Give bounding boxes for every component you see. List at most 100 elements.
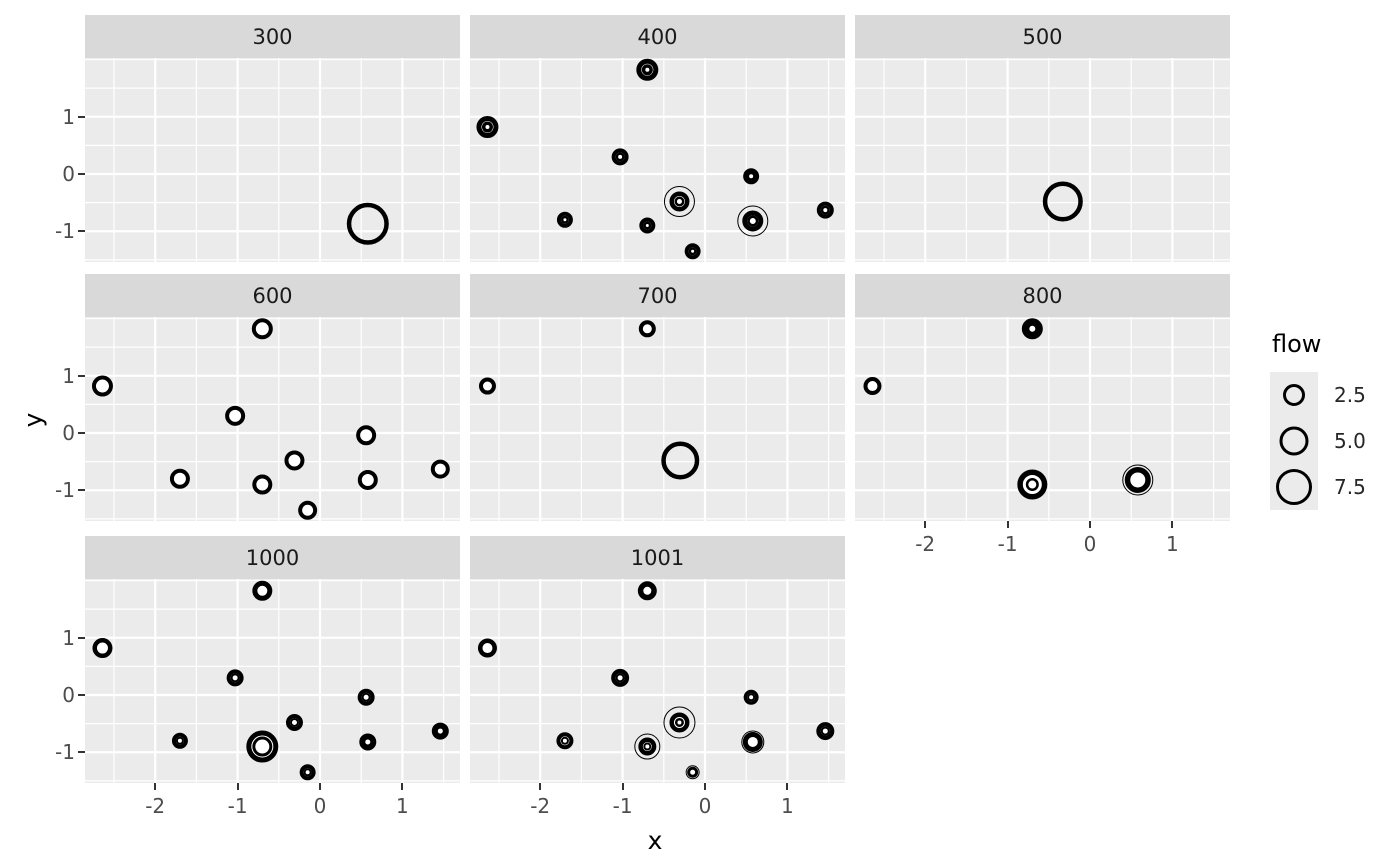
legend-circle (1276, 469, 1312, 505)
data-point (92, 638, 113, 659)
data-point (743, 689, 759, 705)
panel-background (470, 579, 845, 783)
y-tick-label: 1 (62, 363, 75, 388)
facet-strip-1001: 1001 (470, 536, 845, 579)
point-ring (91, 375, 113, 397)
y-tick-mark (78, 751, 85, 754)
point-ring (746, 171, 756, 181)
data-point (346, 202, 389, 245)
point-ring (361, 692, 371, 702)
data-point (284, 450, 305, 471)
point-ring (674, 196, 685, 207)
panel-background (85, 58, 460, 262)
point-ring (1025, 478, 1039, 492)
legend-label: 5.0 (1334, 429, 1366, 453)
legend-entry: 2.5 (1270, 372, 1366, 418)
point-ring (481, 121, 493, 133)
x-tick-label: 1 (1166, 532, 1179, 556)
data-point (91, 375, 113, 397)
y-tick-label: 1 (62, 104, 75, 129)
data-point (636, 58, 659, 81)
point-ring (560, 736, 569, 745)
facet-strip-label: 800 (1022, 283, 1063, 308)
legend-circle (1279, 426, 1309, 456)
point-ring (674, 717, 684, 727)
data-point (299, 764, 316, 781)
facet-panel-500 (855, 58, 1230, 262)
facet-panel-600 (85, 317, 460, 521)
y-tick-label: 1 (62, 625, 75, 650)
facet-panel-300 (85, 58, 460, 262)
panel-background (470, 317, 845, 521)
y-tick-mark (78, 432, 85, 434)
point-ring (643, 742, 652, 751)
x-tick-label: 0 (313, 794, 327, 818)
x-tick-mark (1006, 521, 1009, 528)
point-ring (637, 581, 657, 601)
point-ring (560, 215, 569, 224)
point-ring (741, 730, 765, 754)
point-ring (638, 320, 656, 338)
data-point (1122, 464, 1154, 496)
point-ring (615, 152, 625, 162)
data-point (226, 669, 244, 687)
point-ring (661, 441, 700, 480)
data-point (743, 168, 760, 185)
data-point (816, 201, 834, 219)
x-tick-mark (539, 783, 542, 790)
point-ring (478, 377, 496, 395)
y-tick-mark (78, 636, 85, 639)
point-ring (175, 736, 184, 745)
data-point (246, 730, 279, 763)
data-point (661, 441, 700, 480)
data-point (357, 688, 375, 706)
data-point (171, 732, 188, 749)
x-tick-mark (154, 783, 157, 790)
data-point (431, 722, 449, 740)
x-tick-label: -1 (612, 794, 633, 818)
facet-strip-label: 700 (637, 283, 678, 308)
y-tick-label: 0 (62, 683, 75, 707)
x-tick-mark (786, 783, 789, 790)
facet-strip-300: 300 (85, 15, 460, 58)
point-ring (747, 215, 759, 227)
data-point (611, 668, 630, 687)
legend-key (1270, 372, 1318, 418)
legend-key-icon (1279, 426, 1309, 456)
point-ring (357, 469, 378, 490)
legend-entries: 2.5 5.0 7.5 (1270, 372, 1366, 510)
x-tick-mark (621, 783, 624, 790)
data-point (611, 148, 629, 166)
point-ring (363, 737, 373, 747)
point-ring (863, 377, 882, 396)
facet-strip-label: 1000 (245, 545, 300, 570)
legend-label: 7.5 (1334, 475, 1366, 499)
data-point (357, 469, 378, 490)
point-ring (663, 706, 696, 739)
facet-strip-label: 400 (637, 24, 678, 49)
point-ring (477, 638, 497, 658)
point-ring (252, 736, 273, 757)
data-point (637, 581, 657, 601)
point-ring (687, 766, 699, 778)
x-tick-mark (924, 521, 927, 528)
data-point (251, 318, 273, 340)
x-tick-label: 0 (1083, 532, 1097, 556)
point-ring (251, 318, 273, 340)
facet-strip-label: 1001 (630, 545, 685, 570)
facet-strip-label: 500 (1022, 24, 1063, 49)
data-point (1021, 318, 1043, 340)
x-tick-label: 1 (396, 794, 409, 818)
y-tick-mark (78, 374, 85, 377)
point-ring (663, 185, 695, 217)
point-ring (252, 474, 273, 495)
data-point (663, 185, 695, 217)
facet-strip-1000: 1000 (85, 536, 460, 579)
facet-panel-1000 (85, 579, 460, 783)
facet-panel-1001 (470, 579, 845, 783)
point-ring (742, 731, 763, 752)
facet-panel-700 (470, 317, 845, 521)
facet-panel-400 (470, 58, 845, 262)
facet-strip-label: 300 (252, 24, 293, 49)
